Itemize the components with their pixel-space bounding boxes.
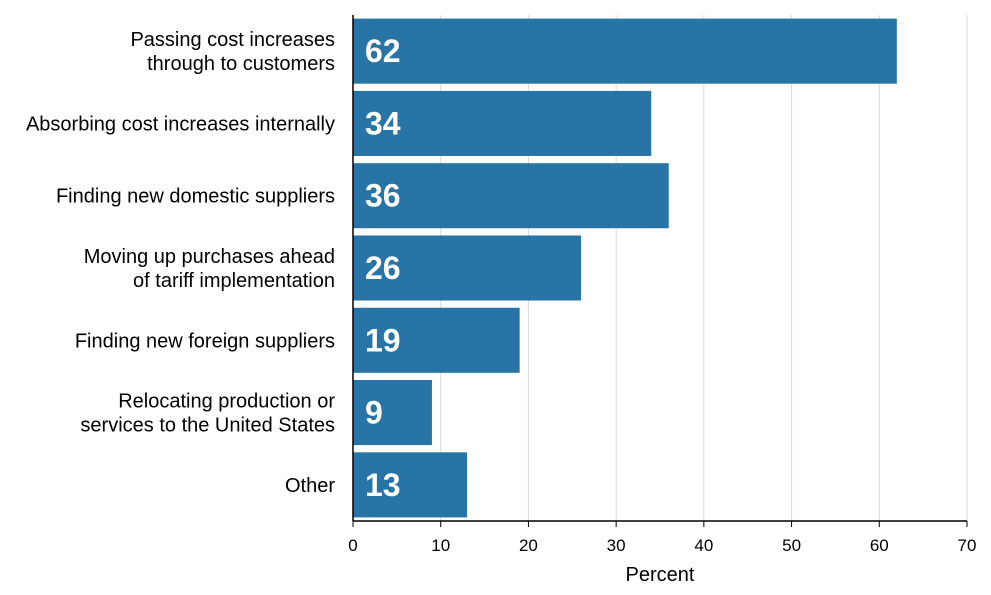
bar-2 [353, 90, 652, 156]
x-tick-label-10: 10 [431, 536, 450, 555]
bar-value-label-3: 36 [365, 178, 401, 214]
bar-value-label-4: 26 [365, 250, 401, 286]
bars: 62 34 36 26 19 9 13 [353, 18, 897, 518]
category-label-3: Finding new domestic suppliers [56, 186, 335, 208]
x-tick-label-50: 50 [782, 536, 801, 555]
category-label-1: Passing cost increases through to custome… [130, 29, 335, 75]
bar-3 [353, 163, 669, 229]
bar-6 [353, 380, 432, 446]
x-tick-labels: 0 10 20 30 40 50 60 70 [348, 521, 976, 555]
bar-value-label-6: 9 [365, 395, 383, 431]
bar-5 [353, 307, 520, 373]
category-label-7: Other [285, 475, 335, 497]
category-label-4: Moving up purchases ahead of tariff imple… [84, 246, 335, 292]
bar-value-label-1: 62 [365, 33, 401, 69]
category-label-5: Finding new foreign suppliers [75, 330, 335, 352]
bar-value-label-2: 34 [365, 105, 401, 141]
category-label-6: Relocating production or services to the … [80, 391, 335, 437]
x-tick-label-20: 20 [519, 536, 538, 555]
bar-1 [353, 18, 897, 84]
x-axis-title: Percent [626, 564, 695, 586]
x-tick-label-0: 0 [348, 536, 357, 555]
category-label-2: Absorbing cost increases internally [26, 113, 335, 135]
bar-value-label-7: 13 [365, 467, 401, 503]
x-tick-label-70: 70 [958, 536, 977, 555]
category-labels: Passing cost increases through to custome… [26, 29, 335, 497]
bar-4 [353, 235, 582, 301]
x-tick-label-40: 40 [694, 536, 713, 555]
bar-value-label-5: 19 [365, 322, 401, 358]
x-tick-label-60: 60 [870, 536, 889, 555]
x-tick-label-30: 30 [607, 536, 626, 555]
bar-7 [353, 452, 468, 518]
